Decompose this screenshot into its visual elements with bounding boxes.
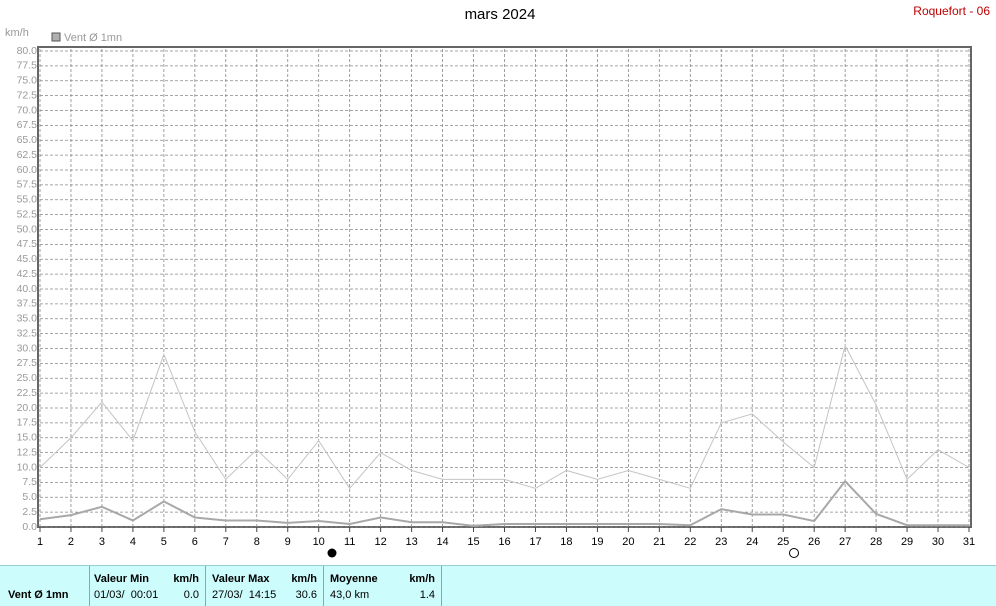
col-when: 43,0 km: [330, 589, 370, 601]
x-tick-label: 26: [808, 536, 820, 548]
chart-title: mars 2024: [465, 6, 536, 23]
col-header: Moyenne: [330, 573, 378, 585]
plot: 0.0 2.5 5.0 7.5 10.0 12.5 15.0 17.5 20.0 22.5 25.0…: [17, 45, 976, 548]
col-when: 27/03/ 14:15: [212, 589, 277, 601]
x-tick-label: 25: [777, 536, 789, 548]
y-tick-label: 40.0: [17, 283, 38, 295]
y-tick-label: 75.0: [17, 75, 38, 87]
y-tick-label: 60.0: [17, 164, 38, 176]
col-header: Valeur Max: [212, 573, 270, 585]
row-label-cell: Vent Ø 1mn: [0, 566, 90, 606]
x-tick-label: 3: [99, 536, 105, 548]
y-tick-label: 32.5: [17, 327, 38, 339]
y-tick-label: 15.0: [17, 432, 38, 444]
y-tick-label: 50.0: [17, 223, 38, 235]
x-tick-label: 16: [498, 536, 510, 548]
y-tick-label: 52.5: [17, 208, 38, 220]
col-value: 30.6: [295, 589, 317, 601]
col-unit: km/h: [291, 573, 317, 585]
y-tick-label: 20.0: [17, 402, 38, 414]
x-tick-label: 4: [130, 536, 136, 548]
y-tick-label: 7.5: [22, 476, 37, 488]
x-tick-label: 9: [285, 536, 291, 548]
x-tick-label: 20: [622, 536, 634, 548]
series-line: [39, 344, 970, 490]
y-tick-label: 55.0: [17, 194, 38, 206]
x-tick-label: 28: [870, 536, 882, 548]
y-tick-label: 80.0: [17, 45, 38, 57]
x-tick-label: 22: [684, 536, 696, 548]
station: Roquefort - 06: [913, 4, 990, 18]
x-tick-label: 29: [901, 536, 913, 548]
y-tick-label: 27.5: [17, 357, 38, 369]
y-tick-label: 22.5: [17, 387, 38, 399]
series-line: [39, 479, 969, 527]
y-tick-label: 57.5: [17, 179, 38, 191]
y-tick-label: 35.0: [17, 313, 38, 325]
x-tick-label: 7: [223, 536, 229, 548]
y-tick-label: 17.5: [17, 417, 38, 429]
y-tick-label: 25.0: [17, 372, 38, 384]
x-tick-label: 11: [344, 536, 355, 548]
col-cell: Valeur Min km/h 01/03/ 00:01 0.0: [90, 566, 206, 606]
x-tick-label: 8: [254, 536, 260, 548]
col-unit: km/h: [173, 573, 199, 585]
col-header: Valeur Min: [94, 573, 150, 585]
x-tick-label: 5: [161, 536, 167, 548]
x-tick-label: 23: [715, 536, 727, 548]
full-moon: [789, 548, 799, 558]
col-value: 0.0: [183, 589, 199, 601]
y-tick-label: 37.5: [17, 298, 38, 310]
x-tick-label: 17: [529, 536, 541, 548]
col-cell: Moyenne km/h 43,0 km 1.4: [324, 566, 442, 606]
x-tick-label: 6: [192, 536, 198, 548]
x-tick-label: 13: [405, 536, 417, 548]
legend-label: Vent Ø 1mn: [64, 32, 122, 44]
x-tick-label: 14: [436, 536, 448, 548]
x-tick-label: 27: [839, 536, 851, 548]
y-axis-label: km/h: [5, 27, 29, 39]
x-tick-label: 2: [68, 536, 74, 548]
y-tick-label: 30.0: [17, 342, 38, 354]
y-tick-label: 47.5: [17, 238, 38, 250]
y-tick-label: 12.5: [17, 446, 38, 458]
x-tick-label: 21: [653, 536, 665, 548]
y-tick-label: 77.5: [17, 60, 38, 72]
y-tick-label: 65.0: [17, 134, 38, 146]
y-tick-label: 42.5: [17, 268, 38, 280]
col-value: 1.4: [419, 589, 435, 601]
x-tick-label: 24: [746, 536, 758, 548]
x-tick-label: 1: [37, 536, 43, 548]
legend-swatch: [51, 32, 61, 42]
x-tick-label: 10: [313, 536, 325, 548]
col-cell: Valeur Max km/h 27/03/ 14:15 30.6: [206, 566, 324, 606]
y-tick-label: 45.0: [17, 253, 38, 265]
summary-table: Vent Ø 1mn Valeur Min km/h 01/03/ 00:01 …: [0, 565, 996, 606]
y-tick-label: 70.0: [17, 104, 38, 116]
x-tick-label: 19: [591, 536, 603, 548]
x-tick-label: 30: [932, 536, 944, 548]
new-moon: [327, 548, 337, 558]
x-tick-label: 31: [963, 536, 975, 548]
y-tick-label: 2.5: [22, 506, 37, 518]
x-tick-label: 15: [467, 536, 479, 548]
row-label: Vent Ø 1mn: [8, 589, 69, 601]
x-tick-label: 12: [375, 536, 387, 548]
y-tick-label: 67.5: [17, 119, 38, 131]
y-tick-label: 10.0: [17, 461, 38, 473]
col-when: 01/03/ 00:01: [94, 589, 159, 601]
y-tick-label: 5.0: [22, 491, 37, 503]
x-tick-label: 18: [560, 536, 572, 548]
y-tick-label: 0.0: [22, 521, 37, 533]
col-unit: km/h: [409, 573, 435, 585]
y-tick-label: 62.5: [17, 149, 38, 161]
y-tick-label: 72.5: [17, 89, 38, 101]
chart: mars 2024 Roquefort - 06 km/h Vent Ø 1mn…: [5, 4, 990, 558]
